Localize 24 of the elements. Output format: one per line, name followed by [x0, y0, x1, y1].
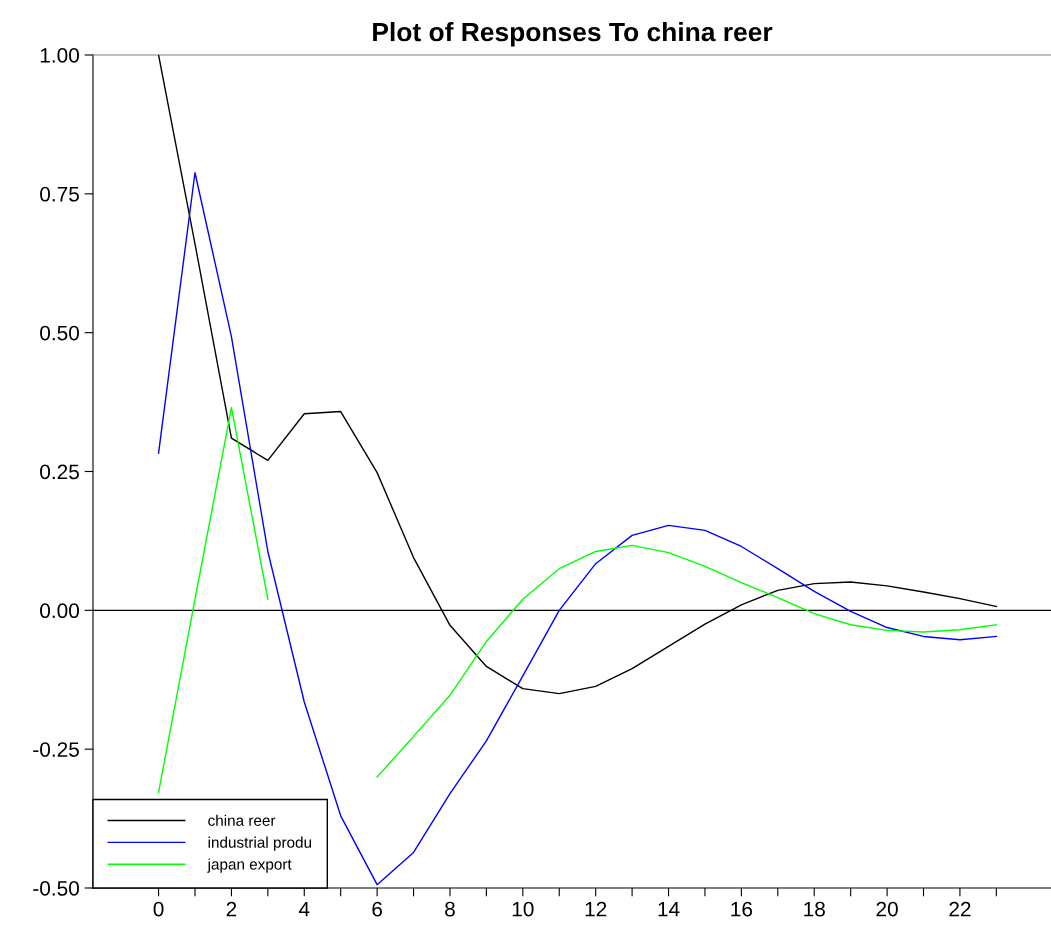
legend-label: china reer [208, 814, 276, 826]
y-tick-label: 0.50 [40, 325, 79, 341]
x-tick-label: 20 [876, 901, 898, 917]
x-tick-label: 14 [658, 901, 680, 917]
x-tick-label: 18 [804, 901, 825, 917]
x-tick-label: 22 [949, 901, 971, 917]
y-tick-label: 0.75 [40, 186, 79, 202]
line-series [157, 172, 998, 886]
y-tick-label: -0.25 [33, 742, 79, 757]
x-tick-label: 2 [226, 901, 237, 917]
chart-title: Plot of Responses To china reer [373, 21, 773, 47]
legend-label: japan export [207, 858, 292, 873]
x-tick-label: 8 [445, 901, 455, 917]
x-tick-label: 16 [731, 901, 753, 917]
y-tick-label: 1.00 [40, 48, 79, 63]
legend-label: industrial produ [208, 836, 312, 851]
x-tick-label: 0 [153, 901, 164, 917]
x-tick-label: 4 [298, 901, 310, 917]
x-tick-label: 6 [372, 901, 382, 917]
y-tick-label: 0.00 [40, 603, 79, 619]
x-tick-label: 12 [585, 901, 607, 917]
y-tick-label: -0.50 [33, 881, 79, 896]
y-tick-label: 0.25 [40, 464, 79, 480]
x-tick-label: 10 [512, 901, 534, 917]
